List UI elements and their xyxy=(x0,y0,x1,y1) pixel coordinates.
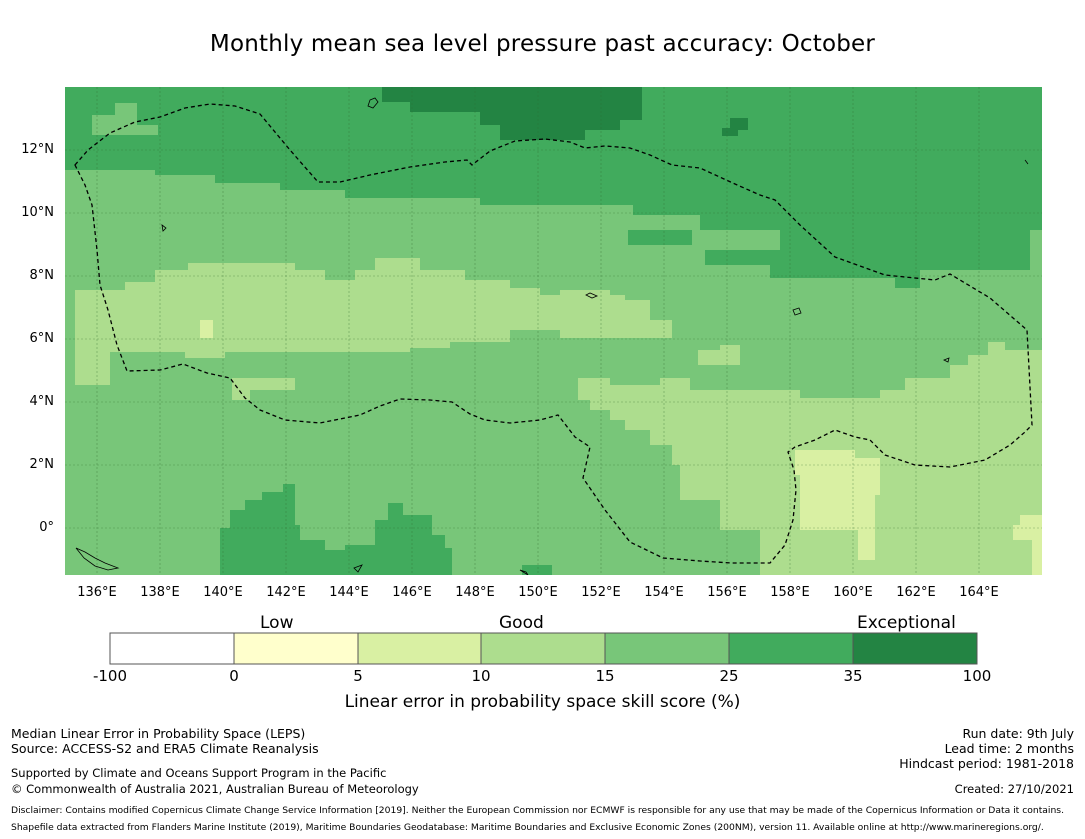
skill-map xyxy=(65,87,1042,575)
skill-region-west-light xyxy=(232,378,295,400)
lon-label-142e: 142°E xyxy=(266,585,306,600)
skill-region-south-patch-west xyxy=(220,484,452,575)
skill-region-exceptional-small xyxy=(722,118,748,136)
skill-region-nw-patch xyxy=(92,103,158,135)
colorbar-title: Linear error in probability space skill … xyxy=(344,692,741,712)
lon-label-156e: 156°E xyxy=(707,585,747,600)
lon-label-144e: 144°E xyxy=(329,585,369,600)
lon-label-136e: 136°E xyxy=(77,585,117,600)
lat-label-8n: 8°N xyxy=(29,268,55,283)
colorbar-tick-35: 35 xyxy=(843,667,863,685)
lat-label-2n: 2°N xyxy=(29,457,55,472)
colorbar-segment-6 xyxy=(728,632,854,665)
colorbar-tick-25: 25 xyxy=(719,667,739,685)
skill-region-south-patch-mid xyxy=(522,565,552,575)
lat-label-4n: 4°N xyxy=(29,394,55,409)
lat-label-6n: 6°N xyxy=(29,331,55,346)
colorbar-segment-3 xyxy=(357,632,482,665)
lon-label-162e: 162°E xyxy=(896,585,936,600)
lon-label-154e: 154°E xyxy=(644,585,684,600)
lon-label-150e: 150°E xyxy=(518,585,558,600)
disclaimer-copernicus: Disclaimer: Contains modified Copernicus… xyxy=(11,805,1065,816)
skill-region-central-spot xyxy=(200,320,213,338)
created-date: Created: 27/10/2021 xyxy=(954,782,1074,796)
colorbar-segment-7 xyxy=(852,632,978,665)
skill-region-exceptional xyxy=(382,87,642,140)
colorbar-segment-5 xyxy=(604,632,730,665)
colorbar-segment-4 xyxy=(480,632,606,665)
page-title: Monthly mean sea level pressure past acc… xyxy=(209,31,876,57)
colorbar-tick-100: 100 xyxy=(962,667,992,685)
footer-method: Median Linear Error in Probability Space… xyxy=(11,726,306,741)
colorbar-tick-15: 15 xyxy=(595,667,615,685)
lat-label-12n: 12°N xyxy=(21,142,54,157)
lon-label-146e: 146°E xyxy=(392,585,432,600)
footer-support: Supported by Climate and Oceans Support … xyxy=(11,766,387,780)
skill-region-southeast-pale xyxy=(795,450,880,560)
lon-label-158e: 158°E xyxy=(770,585,810,600)
colorbar-segment-1 xyxy=(109,632,235,665)
lat-label-10n: 10°N xyxy=(21,205,54,220)
disclaimer-shapefile: Shapefile data extracted from Flanders M… xyxy=(11,822,1044,833)
colorbar-category-low: Low xyxy=(260,613,294,633)
colorbar-tick-10: 10 xyxy=(471,667,491,685)
colorbar-segment-2 xyxy=(233,632,359,665)
lon-label-152e: 152°E xyxy=(581,585,621,600)
island-outlines xyxy=(75,97,1029,575)
lon-label-164e: 164°E xyxy=(959,585,999,600)
footer-copyright: © Commonwealth of Australia 2021, Austra… xyxy=(11,782,419,796)
colorbar-tick-minus100: -100 xyxy=(92,667,128,685)
skill-region-north-patch xyxy=(628,230,692,245)
colorbar-tick-5: 5 xyxy=(353,667,363,685)
colorbar xyxy=(109,632,978,665)
skill-region-central-band xyxy=(75,258,672,385)
colorbar-category-exceptional: Exceptional xyxy=(857,613,956,633)
colorbar-tick-0: 0 xyxy=(229,667,239,685)
lon-label-140e: 140°E xyxy=(203,585,243,600)
lon-label-148e: 148°E xyxy=(455,585,495,600)
lead-time: Lead time: 2 months xyxy=(944,741,1074,756)
map-gridlines xyxy=(65,87,1042,575)
lat-label-0: 0° xyxy=(39,520,54,535)
skill-region-small-light xyxy=(698,345,740,365)
eez-boundary-line xyxy=(74,103,1033,564)
colorbar-category-good: Good xyxy=(499,613,544,633)
run-date: Run date: 9th July xyxy=(962,726,1074,741)
skill-region-north-band xyxy=(65,87,1042,288)
skill-region-east-pale xyxy=(1013,515,1042,575)
hindcast-period: Hindcast period: 1981-2018 xyxy=(899,756,1074,771)
lon-label-138e: 138°E xyxy=(140,585,180,600)
lon-label-160e: 160°E xyxy=(833,585,873,600)
footer-source: Source: ACCESS-S2 and ERA5 Climate Reana… xyxy=(11,741,319,756)
